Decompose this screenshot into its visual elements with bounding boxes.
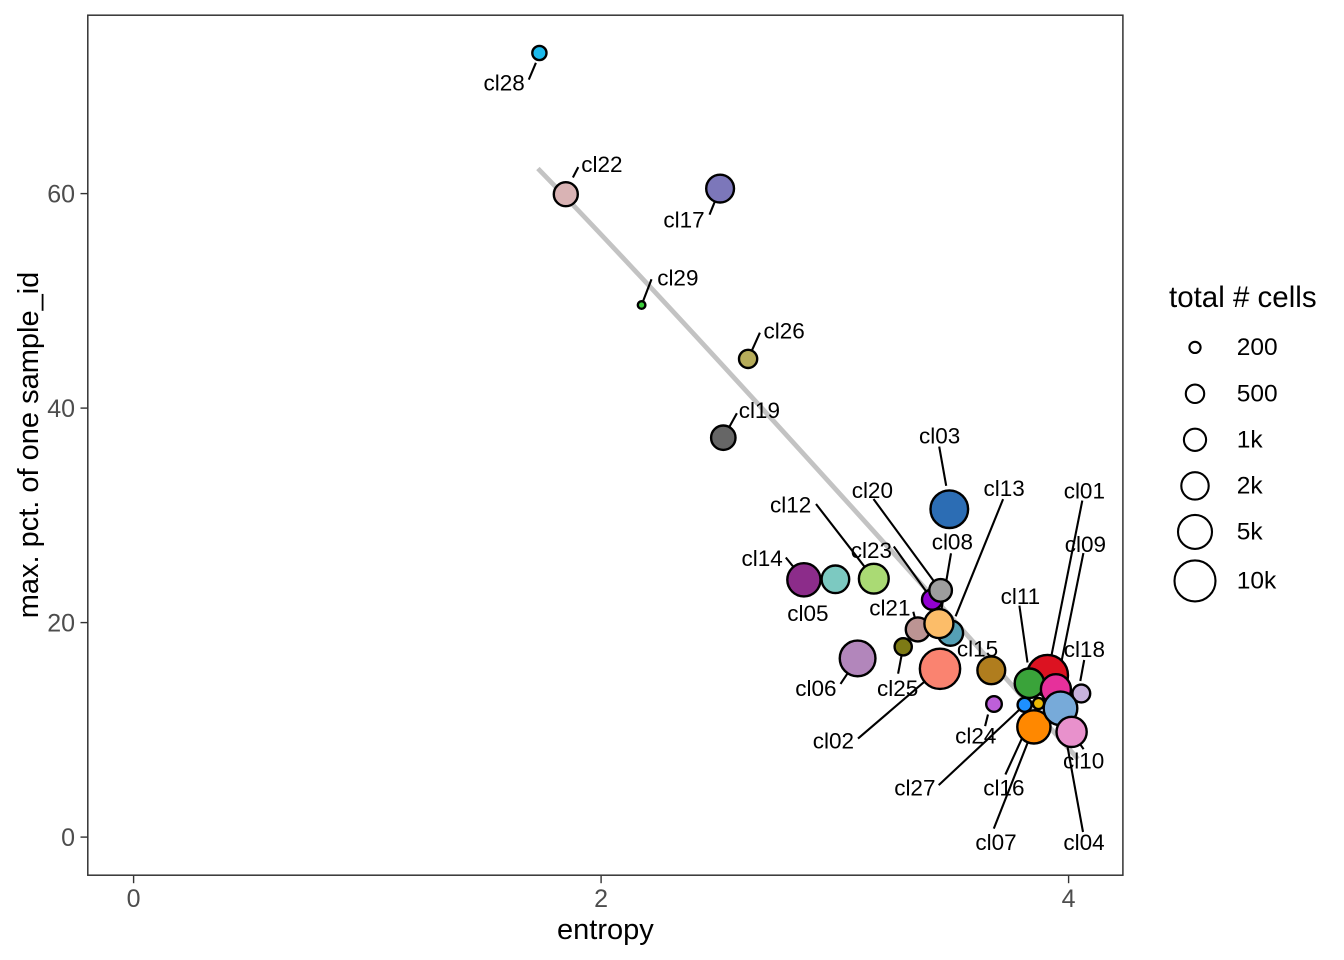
svg-text:cl19: cl19 — [739, 398, 780, 423]
svg-text:cl28: cl28 — [484, 71, 525, 96]
svg-text:entropy: entropy — [557, 914, 654, 946]
svg-text:cl04: cl04 — [1063, 830, 1104, 855]
svg-text:cl06: cl06 — [795, 676, 836, 701]
svg-text:cl09: cl09 — [1065, 532, 1106, 557]
svg-text:500: 500 — [1237, 381, 1278, 408]
svg-text:cl17: cl17 — [663, 208, 704, 233]
svg-text:1k: 1k — [1237, 427, 1264, 454]
svg-text:cl22: cl22 — [581, 152, 622, 177]
svg-text:0: 0 — [61, 824, 75, 852]
svg-text:cl20: cl20 — [852, 478, 893, 503]
svg-text:cl08: cl08 — [932, 530, 973, 555]
svg-text:cl12: cl12 — [770, 492, 811, 517]
svg-text:cl10: cl10 — [1063, 748, 1104, 773]
svg-text:200: 200 — [1237, 334, 1278, 361]
svg-text:cl23: cl23 — [851, 538, 892, 563]
svg-text:cl13: cl13 — [984, 476, 1025, 501]
svg-text:total # cells: total # cells — [1169, 281, 1317, 314]
svg-text:cl07: cl07 — [975, 830, 1016, 855]
svg-text:0: 0 — [127, 885, 141, 913]
svg-text:20: 20 — [47, 610, 75, 638]
svg-text:cl01: cl01 — [1064, 478, 1105, 503]
svg-text:40: 40 — [47, 395, 75, 423]
svg-text:2k: 2k — [1237, 473, 1264, 500]
svg-text:cl14: cl14 — [742, 546, 783, 571]
svg-text:cl02: cl02 — [813, 729, 854, 754]
svg-text:cl11: cl11 — [1001, 584, 1041, 609]
svg-text:2: 2 — [594, 885, 608, 913]
svg-text:max. pct. of one sample_id: max. pct. of one sample_id — [13, 272, 45, 619]
svg-text:60: 60 — [47, 181, 75, 209]
svg-text:10k: 10k — [1237, 568, 1277, 595]
svg-text:5k: 5k — [1237, 519, 1264, 546]
svg-text:cl15: cl15 — [957, 636, 998, 661]
svg-text:cl03: cl03 — [919, 423, 960, 448]
svg-text:cl24: cl24 — [955, 724, 996, 749]
svg-text:cl26: cl26 — [764, 319, 805, 344]
svg-text:cl29: cl29 — [657, 265, 698, 290]
svg-text:cl18: cl18 — [1064, 637, 1105, 662]
svg-text:cl16: cl16 — [983, 776, 1024, 801]
svg-text:4: 4 — [1062, 885, 1076, 913]
svg-text:cl25: cl25 — [877, 676, 918, 701]
svg-text:cl27: cl27 — [894, 776, 935, 801]
svg-text:cl05: cl05 — [787, 601, 828, 626]
svg-text:cl21: cl21 — [869, 596, 910, 621]
